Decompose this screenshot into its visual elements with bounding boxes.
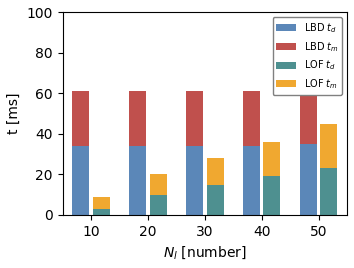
Bar bbox=[93, 209, 110, 215]
Bar bbox=[206, 185, 224, 215]
Bar bbox=[243, 146, 260, 215]
Bar bbox=[243, 91, 260, 146]
Y-axis label: t [ms]: t [ms] bbox=[7, 93, 21, 135]
Bar bbox=[150, 195, 167, 215]
Bar bbox=[72, 91, 89, 146]
Legend: LBD $t_d$, LBD $t_m$, LOF $t_d$, LOF $t_m$: LBD $t_d$, LBD $t_m$, LOF $t_d$, LOF $t_… bbox=[273, 17, 342, 95]
Bar bbox=[300, 90, 317, 144]
Bar bbox=[320, 168, 337, 215]
Bar bbox=[129, 91, 146, 146]
Bar bbox=[263, 142, 280, 177]
Bar bbox=[72, 146, 89, 215]
Bar bbox=[320, 124, 337, 168]
Bar bbox=[300, 144, 317, 215]
Bar bbox=[206, 158, 224, 185]
Bar bbox=[129, 146, 146, 215]
Bar bbox=[150, 174, 167, 195]
Bar bbox=[263, 177, 280, 215]
Bar bbox=[186, 91, 203, 146]
Bar bbox=[186, 146, 203, 215]
X-axis label: $N_l$ [number]: $N_l$ [number] bbox=[163, 244, 247, 261]
Bar bbox=[93, 197, 110, 209]
